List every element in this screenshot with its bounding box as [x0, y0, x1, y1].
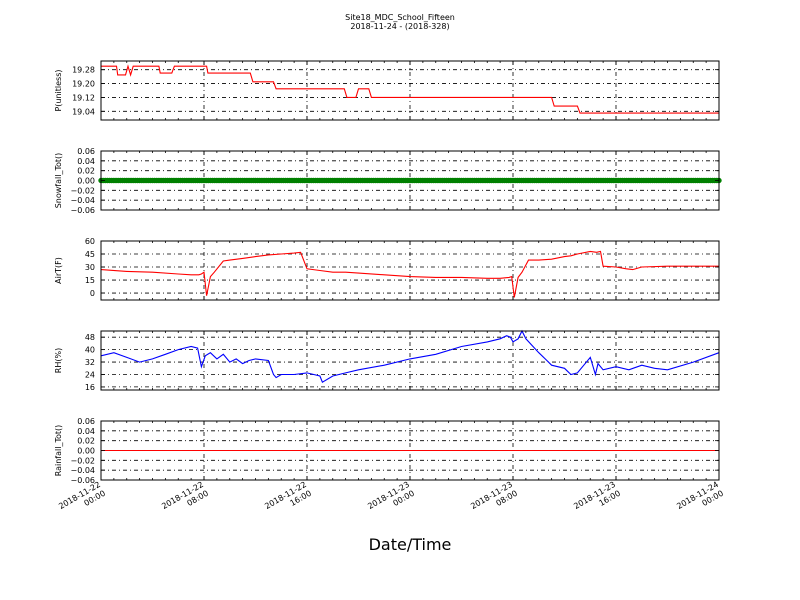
y-tick-label: −0.06: [70, 476, 95, 485]
y-axis-label: P(unitless): [54, 69, 63, 111]
y-tick-label: 0.00: [77, 177, 95, 186]
y-tick-label: −0.04: [70, 466, 95, 475]
y-tick-label: 40: [85, 346, 95, 355]
y-tick-label: 19.20: [72, 80, 95, 89]
subplot-panels: 19.0419.1219.2019.28P(unitless)0.060.040…: [54, 60, 722, 485]
y-tick-label: 0.02: [77, 437, 95, 446]
y-tick-label: 48: [85, 333, 95, 342]
y-tick-label: 0.04: [77, 157, 95, 166]
chart-title-line1: Site18_MDC_School_Fifteen: [345, 13, 455, 22]
y-axis-label: Snowfall_Tot(): [54, 153, 63, 209]
y-tick-label: −0.06: [70, 206, 95, 215]
y-tick-label: 0.04: [77, 427, 95, 436]
x-axis-tick-labels: 2018-11-2200:00 2018-11-2208:00 2018-11-22…: [57, 480, 725, 520]
x-tick-label: 2018-11-2400:00: [675, 480, 725, 520]
series-line: [100, 250, 719, 298]
x-tick-label: 2018-11-2300:00: [366, 480, 416, 520]
chart-title-line2: 2018-11-24 - (2018-328): [350, 22, 449, 31]
x-tick-label: 2018-11-2208:00: [160, 480, 210, 520]
series-line: [101, 64, 719, 114]
subplot-4: 48 40 32 24 16 RH(%): [54, 329, 720, 392]
y-tick-label: 0.06: [77, 417, 95, 426]
subplot-3: 60 45 30 15 0 AirT(F): [54, 237, 720, 301]
x-tick-label: 2018-11-2316:00: [572, 480, 622, 520]
subplot-1: 19.04 19.12 19.20 19.28 P(unitless): [54, 60, 720, 121]
y-tick-label: 24: [85, 370, 95, 379]
y-tick-label: 16: [85, 383, 95, 392]
y-tick-label: 30: [85, 263, 95, 272]
y-tick-label: −0.02: [70, 186, 95, 195]
y-tick-label: −0.04: [70, 196, 95, 205]
subplot-5: 0.060.040.020.00−0.02−0.04−0.06 Rainfall_…: [54, 417, 720, 485]
y-tick-label: 45: [85, 250, 95, 259]
series-line: [100, 329, 720, 384]
y-axis-label: Rainfall_Tot(): [54, 425, 63, 477]
x-tick-label: 2018-11-2200:00: [57, 480, 107, 520]
x-tick-label: 2018-11-2308:00: [469, 480, 519, 520]
y-tick-label: 15: [85, 276, 95, 285]
x-axis-label: Date/Time: [369, 535, 452, 554]
y-tick-label: 0: [90, 289, 95, 298]
x-tick-label: 2018-11-2216:00: [263, 480, 313, 520]
y-axis-label: RH(%): [54, 348, 63, 373]
y-tick-label: −0.02: [70, 456, 95, 465]
y-tick-label: 0.06: [77, 147, 95, 156]
y-tick-label: 19.28: [72, 66, 95, 75]
y-tick-label: 0.02: [77, 167, 95, 176]
y-tick-label: 19.04: [72, 107, 95, 116]
y-tick-label: 19.12: [72, 93, 95, 102]
y-tick-label: 0.00: [77, 447, 95, 456]
subplot-2: 0.060.040.020.00−0.02−0.04−0.06 Snowfall_…: [54, 147, 722, 215]
y-axis-label: AirT(F): [54, 257, 63, 284]
y-tick-label: 60: [85, 237, 95, 246]
y-tick-label: 32: [85, 358, 95, 367]
